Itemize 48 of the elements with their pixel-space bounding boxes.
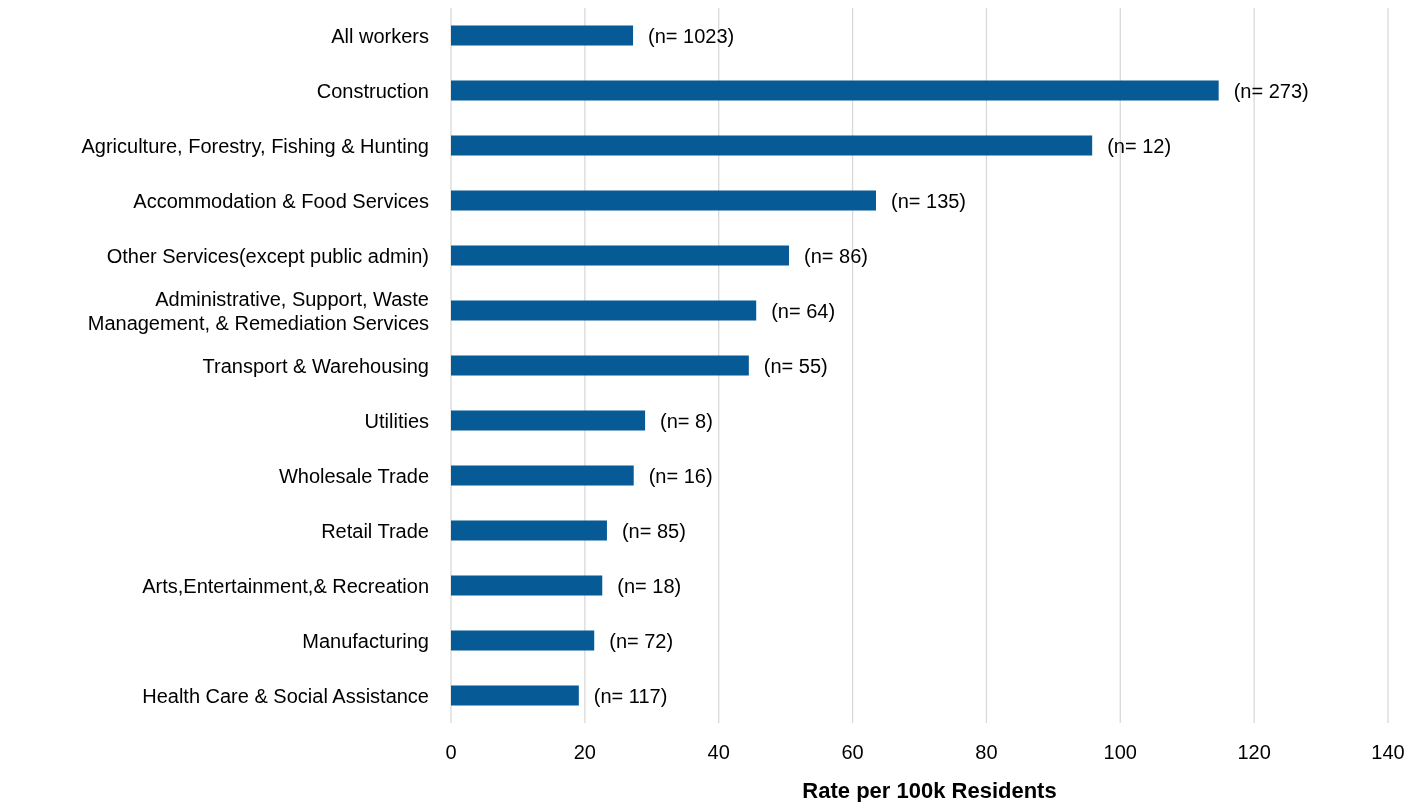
y-tick-label: Other Services(except public admin): [106, 244, 429, 267]
bar: [451, 300, 757, 321]
annotation: (n= 12): [1107, 134, 1172, 157]
annotation: (n= 1023): [648, 24, 735, 47]
bar: [451, 520, 607, 541]
x-tick-label: 140: [1371, 741, 1405, 763]
y-tick-label: All workers: [331, 24, 429, 47]
bar: [451, 410, 646, 431]
bar: [451, 355, 749, 376]
annotation: (n= 55): [763, 354, 828, 377]
annotation: (n= 85): [621, 519, 686, 542]
bar: [451, 685, 579, 706]
x-axis-title: Rate per 100k Residents: [802, 778, 1057, 803]
y-tick-label: Administrative, Support, Waste Management, & Remediation Services: [87, 287, 429, 334]
bar: [451, 245, 789, 266]
annotation: (n= 18): [617, 574, 682, 597]
y-tick-label: Manufacturing: [302, 629, 429, 652]
x-tick-label: 80: [975, 741, 998, 763]
annotation: (n= 117): [593, 684, 668, 707]
y-tick-label: Agriculture, Forestry, Fishing & Hunting: [81, 134, 429, 157]
annotation: (n= 273): [1233, 79, 1309, 102]
y-tick-label: Accommodation & Food Services: [133, 189, 429, 212]
annotation: (n= 135): [891, 189, 967, 212]
annotation: (n= 16): [648, 464, 713, 487]
bar: [451, 25, 634, 46]
y-tick-label: Wholesale Trade: [278, 464, 429, 487]
x-tick-label: 100: [1103, 741, 1137, 763]
bar: [451, 575, 603, 596]
annotation: (n= 86): [803, 244, 868, 267]
y-tick-label: Utilities: [364, 409, 429, 432]
x-tick-label: 60: [841, 741, 864, 763]
x-tick-label: 20: [573, 741, 596, 763]
y-tick-label: Retail Trade: [321, 519, 429, 542]
x-tick-label: 120: [1237, 741, 1271, 763]
bar: [451, 80, 1219, 101]
x-tick-label: 0: [445, 741, 457, 763]
bar: [451, 630, 595, 651]
y-tick-label: Construction: [316, 79, 429, 102]
annotation: (n= 8): [660, 409, 713, 432]
y-tick-label: Arts,Entertainment,& Recreation: [142, 574, 429, 597]
bar: [451, 135, 1093, 156]
x-tick-label: 40: [707, 741, 730, 763]
y-tick-label: Health Care & Social Assistance: [142, 684, 429, 707]
bar: [451, 190, 876, 211]
annotation: (n= 72): [609, 629, 674, 652]
annotation: (n= 64): [771, 299, 836, 322]
y-tick-label: Transport & Warehousing: [202, 354, 429, 377]
bar: [451, 465, 634, 486]
